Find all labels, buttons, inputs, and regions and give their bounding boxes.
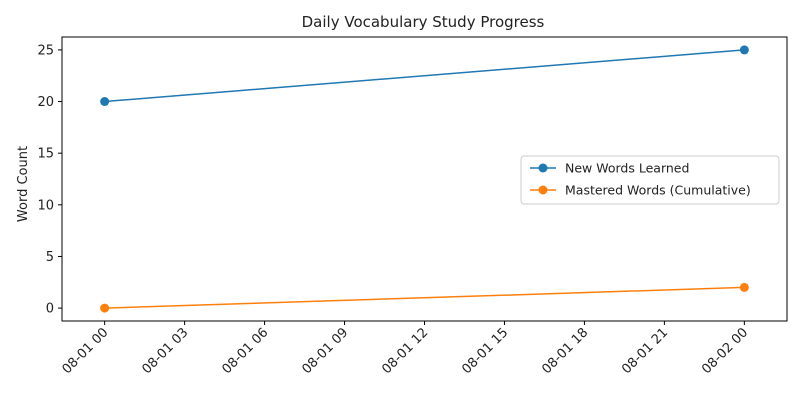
x-tick-label: 08-01 15 [459,325,511,377]
x-tick-label: 08-01 00 [60,325,112,377]
x-tick-label: 08-01 18 [539,325,591,377]
legend-marker-0 [538,163,548,173]
x-tick-label: 08-01 12 [379,325,431,377]
data-point-s1-1 [739,282,749,292]
data-point-s0-0 [100,97,110,107]
y-tick-label: 0 [46,302,54,317]
legend-box [520,155,780,205]
x-tick-label: 08-01 09 [299,325,351,377]
series-line-0 [104,49,745,103]
y-tick-label: 25 [37,43,54,58]
x-tick-label: 08-01 06 [219,325,271,377]
data-point-s0-1 [739,45,749,55]
data-point-s1-0 [100,303,110,313]
y-tick-label: 10 [37,198,54,213]
plot-area: 0 5 10 15 20 25 08-01 00 08-01 03 08-01 06 08-01 … [37,36,788,377]
x-tick-label: 08-01 03 [139,325,191,377]
legend: New Words Learned Mastered Words (Cumulat… [520,155,780,205]
x-tick-label: 08-02 00 [699,325,751,377]
y-axis-title: Word Count [16,146,31,222]
y-tick-label: 5 [46,250,54,265]
legend-label-0: New Words Learned [565,161,689,176]
y-tick-label: 20 [37,95,54,110]
chart-title: Daily Vocabulary Study Progress [302,13,545,31]
x-tick-label: 08-01 21 [619,325,671,377]
y-tick-label: 15 [37,147,54,162]
legend-marker-1 [538,185,548,195]
legend-label-1: Mastered Words (Cumulative) [565,183,751,198]
series-line-1 [104,286,745,309]
